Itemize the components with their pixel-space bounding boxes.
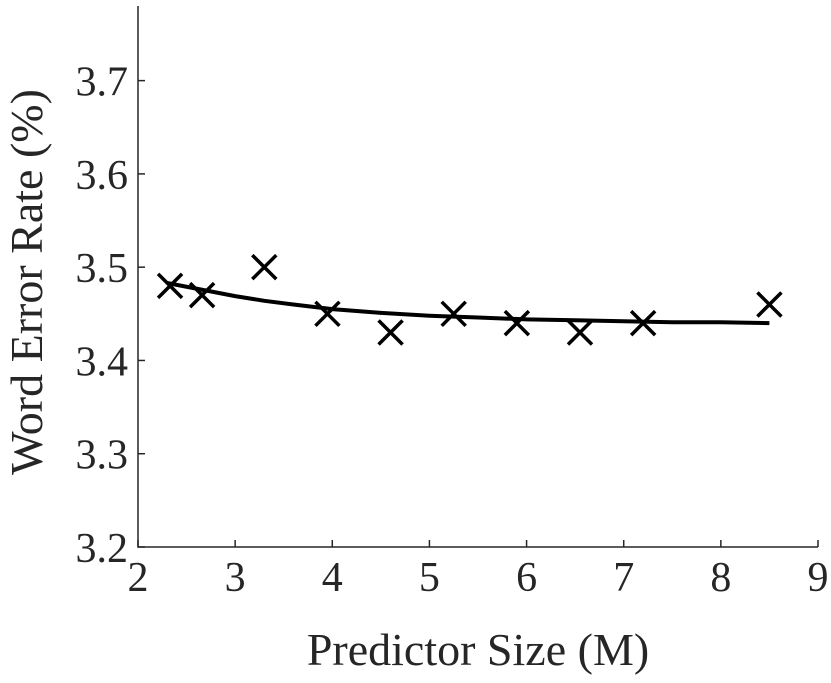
x-tick-label: 6 bbox=[516, 555, 537, 601]
x-tick-label: 2 bbox=[128, 555, 149, 601]
axes-box bbox=[137, 6, 818, 548]
y-tick-label: 3.4 bbox=[76, 339, 129, 385]
data-markers bbox=[156, 253, 783, 346]
x-tick-label: 7 bbox=[613, 555, 634, 601]
y-tick-label: 3.7 bbox=[76, 60, 129, 106]
ticks bbox=[137, 79, 819, 548]
y-tick-label: 3.3 bbox=[76, 433, 129, 479]
data-point-marker bbox=[377, 319, 404, 346]
x-tick-label: 8 bbox=[710, 555, 731, 601]
data-point-marker bbox=[314, 300, 341, 328]
data-point-marker bbox=[629, 309, 657, 337]
data-point-marker bbox=[440, 300, 467, 328]
y-axis-title: Word Error Rate (%) bbox=[1, 89, 52, 475]
plot-area bbox=[138, 6, 818, 547]
x-axis-title: Predictor Size (M) bbox=[307, 624, 649, 675]
data-point-marker bbox=[188, 281, 216, 309]
fit-line bbox=[166, 281, 770, 326]
y-tick-label: 3.6 bbox=[76, 153, 129, 199]
data-point-marker bbox=[756, 291, 783, 318]
data-point-marker bbox=[503, 309, 531, 337]
data-point-marker bbox=[156, 272, 184, 300]
x-tick-label: 3 bbox=[225, 555, 246, 601]
tick-labels: 2 3 4 5 6 7 8 9 3.2 3.3 3.4 3.5 3.6 3.7 bbox=[76, 60, 829, 601]
y-tick-label: 3.2 bbox=[76, 526, 129, 572]
y-tick-label: 3.5 bbox=[76, 246, 129, 292]
data-point-marker bbox=[566, 319, 594, 346]
x-tick-label: 5 bbox=[419, 555, 440, 601]
x-tick-label: 9 bbox=[808, 555, 829, 601]
x-tick-label: 4 bbox=[322, 555, 343, 601]
data-point-marker bbox=[251, 253, 278, 281]
